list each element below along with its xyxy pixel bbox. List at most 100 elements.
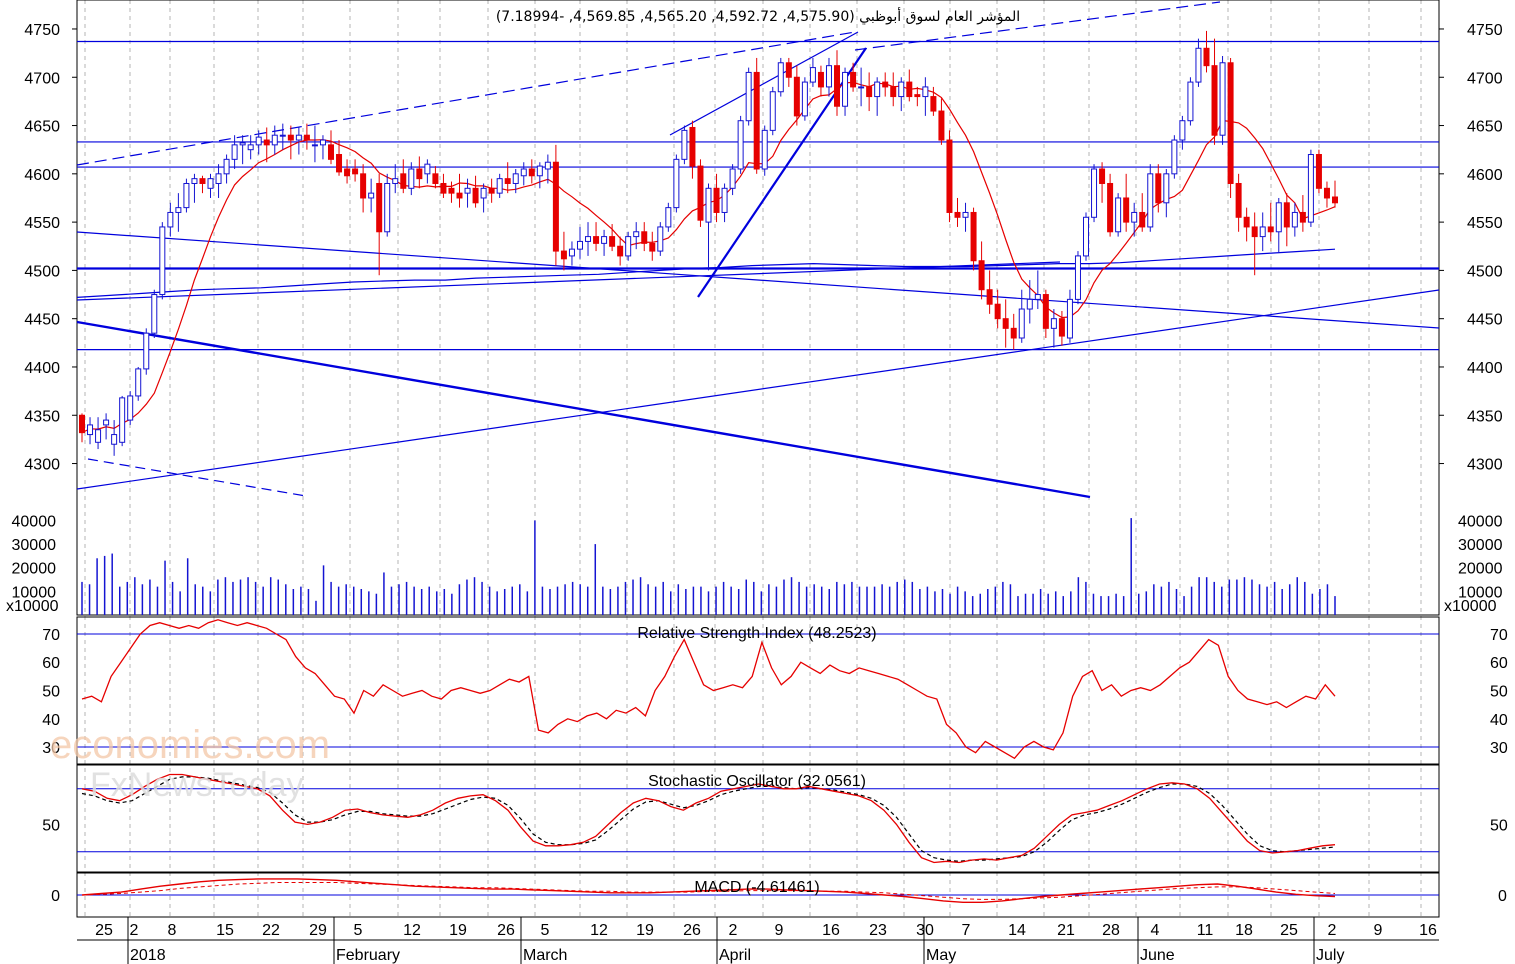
- date-tick-1: 2: [130, 922, 139, 939]
- date-tick-25: 18: [1235, 922, 1253, 939]
- candle-body-53: [504, 178, 511, 184]
- candle-body-124: [1074, 255, 1081, 300]
- candle-body-43: [424, 163, 431, 175]
- candle-body-86: [769, 91, 776, 131]
- candle-body-156: [1332, 196, 1338, 204]
- candle-body-87: [777, 62, 784, 93]
- grid: [76, 0, 1440, 941]
- candle-body-118: [1026, 298, 1033, 310]
- candle-body-21: [247, 144, 254, 151]
- date-tick-10: 5: [541, 922, 550, 939]
- price-tick-right-4500: 4500: [1467, 263, 1503, 280]
- month-label-6: July: [1316, 947, 1344, 964]
- candle-body-128: [1107, 182, 1114, 233]
- macd-tick-right-0: 0: [1498, 888, 1507, 905]
- price-tick-right-4700: 4700: [1467, 70, 1503, 87]
- candle-body-57: [536, 165, 543, 177]
- candle-body-115: [1002, 318, 1009, 329]
- volume-tick-left-40000: 40000: [12, 513, 57, 530]
- candle-body-84: [753, 71, 760, 170]
- candle-body-97: [858, 86, 865, 89]
- candle-body-30: [319, 139, 326, 146]
- ma-long-line: [76, 248, 1336, 298]
- candle-body-14: [191, 178, 198, 184]
- candle-body-83: [745, 71, 752, 122]
- candle-body-140: [1203, 47, 1210, 67]
- rsi-tick-right-60: 60: [1490, 655, 1508, 672]
- stochastic-title: Stochastic Oscillator (32.0561): [648, 773, 866, 790]
- date-tick-3: 15: [216, 922, 234, 939]
- price-tick-left-4450: 4450: [24, 312, 60, 329]
- candle-body-138: [1187, 81, 1194, 122]
- price-tick-left-4700: 4700: [24, 70, 60, 87]
- candle-body-47: [456, 192, 463, 199]
- month-label-1: February: [336, 947, 400, 964]
- month-label-3: April: [719, 947, 751, 964]
- candle-body-102: [898, 81, 905, 98]
- candle-body-103: [906, 81, 913, 98]
- candle-body-63: [585, 236, 592, 242]
- candle-body-55: [520, 168, 527, 177]
- candle-body-60: [560, 250, 567, 260]
- price-tick-left-4350: 4350: [24, 408, 60, 425]
- candle-body-117: [1018, 308, 1025, 339]
- stochastic-panel: [77, 773, 1439, 864]
- candle-body-148: [1267, 226, 1274, 233]
- candle-body-64: [593, 236, 600, 244]
- candle-body-24: [271, 134, 278, 146]
- candle-body-27: [295, 134, 302, 141]
- candle-body-25: [279, 134, 286, 137]
- macd-title: MACD (-4.61461): [694, 879, 819, 896]
- candle-body-40: [400, 173, 407, 189]
- candle-body-23: [263, 139, 270, 146]
- date-tick-19: 7: [962, 922, 971, 939]
- candle-body-6: [127, 395, 134, 421]
- rsi-title: Relative Strength Index (48.2523): [637, 625, 876, 642]
- candle-body-3: [103, 419, 110, 426]
- candle-body-147: [1259, 226, 1266, 238]
- candle-body-130: [1123, 197, 1130, 223]
- volume-tick-left-20000: 20000: [12, 561, 57, 578]
- candle-body-73: [665, 207, 672, 228]
- trend-line-3: [76, 231, 1440, 329]
- date-tick-28: 9: [1374, 922, 1383, 939]
- price-tick-left-4550: 4550: [24, 215, 60, 232]
- candle-body-75: [681, 129, 688, 160]
- price-tick-left-4300: 4300: [24, 457, 60, 474]
- candle-body-50: [480, 187, 487, 199]
- volume-unit-left: x10000: [6, 598, 59, 615]
- price-tick-right-4300: 4300: [1467, 457, 1503, 474]
- candle-body-70: [641, 231, 648, 244]
- price-tick-right-4450: 4450: [1467, 312, 1503, 329]
- candle-body-113: [986, 289, 993, 305]
- candle-body-152: [1299, 211, 1306, 223]
- volume-tick-right-20000: 20000: [1458, 561, 1503, 578]
- date-tick-6: 5: [354, 922, 363, 939]
- candle-body-15: [199, 178, 206, 184]
- month-label-5: June: [1140, 947, 1175, 964]
- candle-body-120: [1042, 294, 1049, 329]
- candle-body-133: [1147, 173, 1154, 228]
- candle-body-149: [1275, 202, 1282, 233]
- candle-body-88: [785, 62, 792, 78]
- candle-body-18: [223, 158, 230, 175]
- panel-frame-2: [76, 764, 1440, 873]
- candle-body-39: [392, 178, 399, 184]
- candle-body-125: [1083, 216, 1090, 257]
- candle-body-107: [938, 110, 945, 141]
- candle-body-72: [657, 226, 664, 252]
- date-tick-15: 9: [775, 922, 784, 939]
- candle-body-131: [1131, 211, 1138, 223]
- candle-body-22: [255, 136, 262, 146]
- date-tick-26: 25: [1280, 922, 1298, 939]
- candle-body-38: [384, 182, 391, 233]
- candle-body-142: [1219, 62, 1226, 136]
- watermark-fxnewstoday: FxNewsToday: [90, 766, 304, 804]
- candle-body-56: [528, 168, 535, 177]
- macd-tick-left-0: 0: [51, 888, 60, 905]
- chart-title: المؤشر العام لسوق أبوظبي (4,575.90, 4,59…: [496, 7, 1020, 25]
- volume-tick-right-30000: 30000: [1458, 537, 1503, 554]
- date-tick-22: 28: [1102, 922, 1120, 939]
- candle-body-41: [408, 168, 415, 189]
